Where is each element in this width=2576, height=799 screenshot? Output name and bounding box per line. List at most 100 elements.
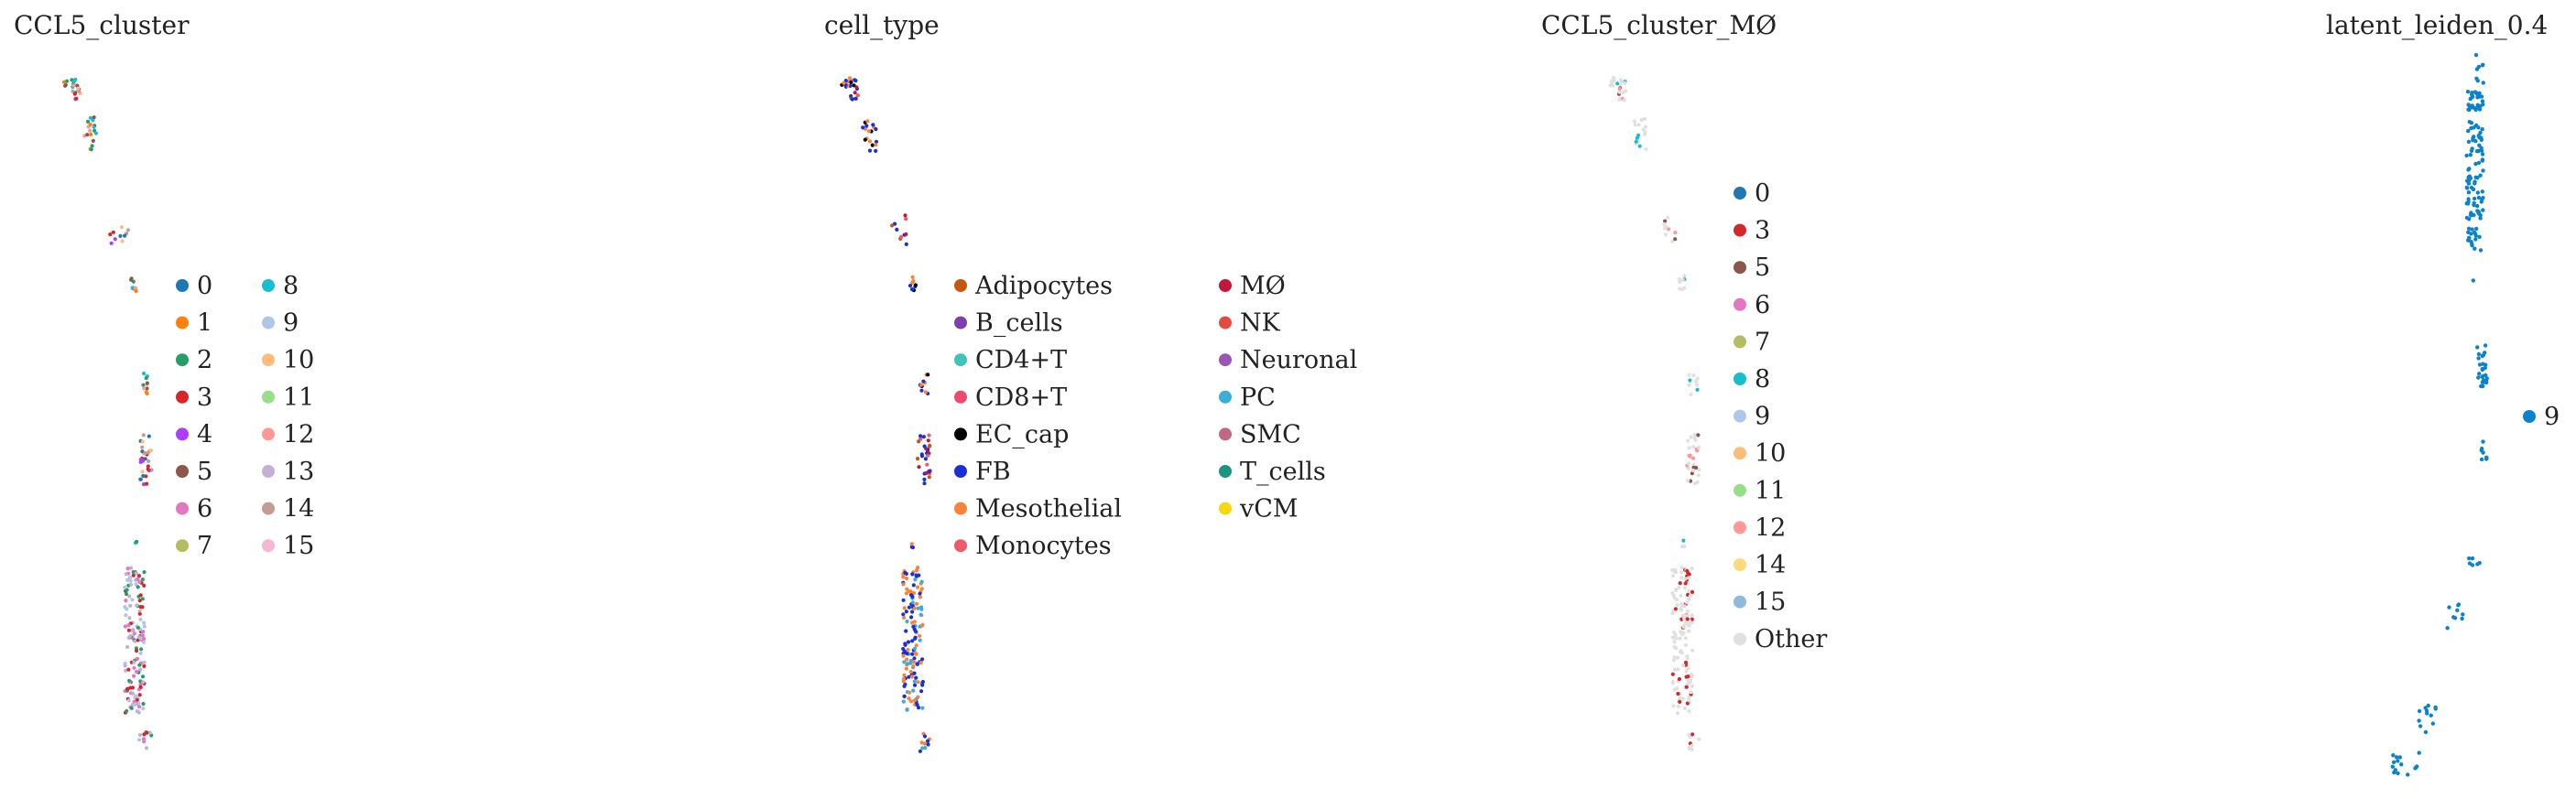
data-point <box>2455 608 2460 612</box>
data-point <box>2470 243 2474 248</box>
data-point <box>2396 771 2400 776</box>
data-point <box>1680 277 1685 282</box>
data-point <box>148 448 153 453</box>
data-point <box>853 78 857 82</box>
data-point <box>901 676 907 681</box>
panel-3 <box>1608 75 1701 752</box>
data-point <box>907 675 911 679</box>
data-point <box>2433 705 2438 709</box>
data-point <box>908 284 913 288</box>
data-point <box>917 465 921 470</box>
data-point <box>1684 685 1689 689</box>
data-point <box>1694 383 1700 387</box>
data-point <box>927 475 931 480</box>
data-point <box>1694 465 1699 470</box>
data-point <box>911 583 916 588</box>
data-point <box>128 633 133 638</box>
legend-marker <box>1734 335 1746 349</box>
data-point <box>2430 721 2435 726</box>
data-point <box>1666 215 1670 220</box>
data-point <box>1636 133 1641 137</box>
data-point <box>1644 146 1648 151</box>
data-point <box>926 453 930 458</box>
data-point <box>1685 617 1690 621</box>
data-point <box>74 96 79 101</box>
legend-label: 3 <box>1755 217 1770 245</box>
data-point <box>2470 556 2475 561</box>
data-point <box>1686 609 1690 614</box>
data-point <box>1682 586 1687 590</box>
data-point <box>139 647 144 652</box>
data-point <box>1610 81 1614 85</box>
data-point <box>2466 181 2472 186</box>
legend-marker <box>1219 279 1232 292</box>
data-point <box>138 593 143 598</box>
legend-label: 9 <box>283 309 299 338</box>
data-point <box>144 376 148 381</box>
data-point <box>129 706 134 710</box>
data-point <box>1663 226 1668 231</box>
data-point <box>75 86 81 91</box>
legend-marker <box>1219 427 1232 441</box>
data-point <box>907 696 911 701</box>
data-point <box>922 741 927 746</box>
data-point <box>109 241 114 245</box>
data-point <box>911 624 916 629</box>
data-point <box>1687 576 1691 580</box>
data-point <box>2426 703 2430 708</box>
data-point <box>1684 669 1689 674</box>
data-point <box>915 702 919 707</box>
legend-label: 9 <box>2544 403 2560 431</box>
data-point <box>2479 200 2484 204</box>
legend-marker <box>1734 409 1746 423</box>
data-point <box>142 621 147 625</box>
data-point <box>1683 581 1688 586</box>
data-point <box>1611 83 1615 88</box>
data-point <box>140 675 146 679</box>
data-point <box>1641 127 1646 132</box>
data-point <box>2394 755 2399 760</box>
data-point <box>2464 215 2470 221</box>
data-point <box>874 143 878 147</box>
data-point <box>874 139 879 144</box>
data-point <box>143 451 147 456</box>
data-point <box>1690 684 1694 688</box>
data-point <box>904 217 908 221</box>
data-point <box>2473 161 2478 167</box>
data-point <box>1643 124 1648 129</box>
data-point <box>2470 91 2474 95</box>
data-point <box>2476 375 2481 380</box>
data-point <box>140 449 145 454</box>
data-point <box>1697 468 1701 472</box>
data-point <box>89 147 93 152</box>
data-point <box>912 606 917 610</box>
data-point <box>1692 436 1697 440</box>
data-point <box>2396 759 2400 763</box>
legend-2: Adipocytes B_cells CD4+T CD8+T EC_cap FB Mesot… <box>954 272 1357 560</box>
data-point <box>129 277 134 282</box>
data-point <box>1687 695 1691 700</box>
data-point <box>126 628 131 632</box>
data-point <box>2476 125 2481 130</box>
data-point <box>1687 709 1691 714</box>
data-point <box>1681 631 1686 635</box>
data-point <box>2397 755 2402 760</box>
data-point <box>2481 168 2485 173</box>
data-point <box>874 148 878 153</box>
data-point <box>1671 593 1676 598</box>
data-point <box>141 707 146 711</box>
data-point <box>913 651 918 655</box>
data-point <box>145 381 149 385</box>
data-point <box>920 622 925 627</box>
data-point <box>147 730 152 735</box>
data-point <box>138 667 143 672</box>
data-point <box>2468 176 2473 180</box>
legend-label: 11 <box>1755 477 1786 505</box>
data-point <box>88 115 92 120</box>
data-point <box>902 684 907 688</box>
data-point <box>1672 640 1677 644</box>
legend-label: 5 <box>197 458 212 486</box>
data-point <box>134 582 138 587</box>
data-point <box>923 390 929 394</box>
data-point <box>145 730 149 735</box>
